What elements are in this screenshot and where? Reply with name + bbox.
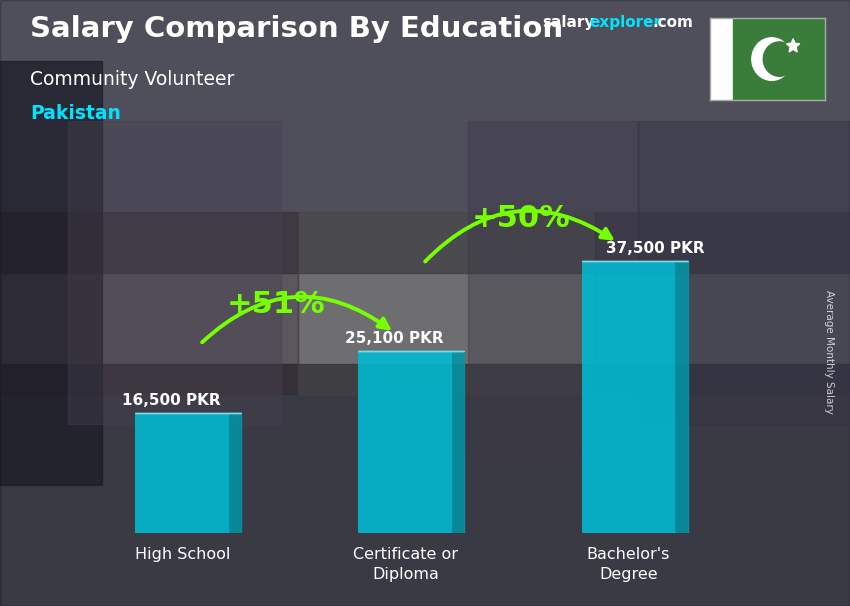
Text: Salary Comparison By Education: Salary Comparison By Education [30,15,563,43]
Circle shape [751,38,791,81]
Bar [468,121,638,454]
Text: Pakistan: Pakistan [30,104,121,123]
Polygon shape [786,39,800,52]
Bar [595,212,850,394]
Bar [68,121,280,424]
Bar [733,18,824,100]
Bar [298,212,595,394]
Text: +50%: +50% [472,204,570,233]
FancyArrowPatch shape [202,297,388,342]
Bar [359,351,452,533]
Text: 37,500 PKR: 37,500 PKR [606,241,705,256]
Bar [0,364,850,606]
Text: Community Volunteer: Community Volunteer [30,70,234,88]
Bar [135,413,229,533]
Bar [581,261,675,533]
Text: 16,500 PKR: 16,500 PKR [122,393,221,408]
Text: salary: salary [542,15,595,30]
Bar [0,212,298,394]
Circle shape [763,42,796,76]
Polygon shape [229,413,241,533]
Bar [0,0,850,273]
Polygon shape [675,261,688,533]
Polygon shape [452,351,464,533]
Bar [0,61,102,485]
Bar [638,121,850,424]
Text: explorer: explorer [589,15,661,30]
Text: .com: .com [653,15,694,30]
Text: 25,100 PKR: 25,100 PKR [345,331,444,346]
Text: Average Monthly Salary: Average Monthly Salary [824,290,834,413]
Bar [710,18,733,100]
FancyArrowPatch shape [425,211,611,262]
Text: +51%: +51% [227,290,326,319]
